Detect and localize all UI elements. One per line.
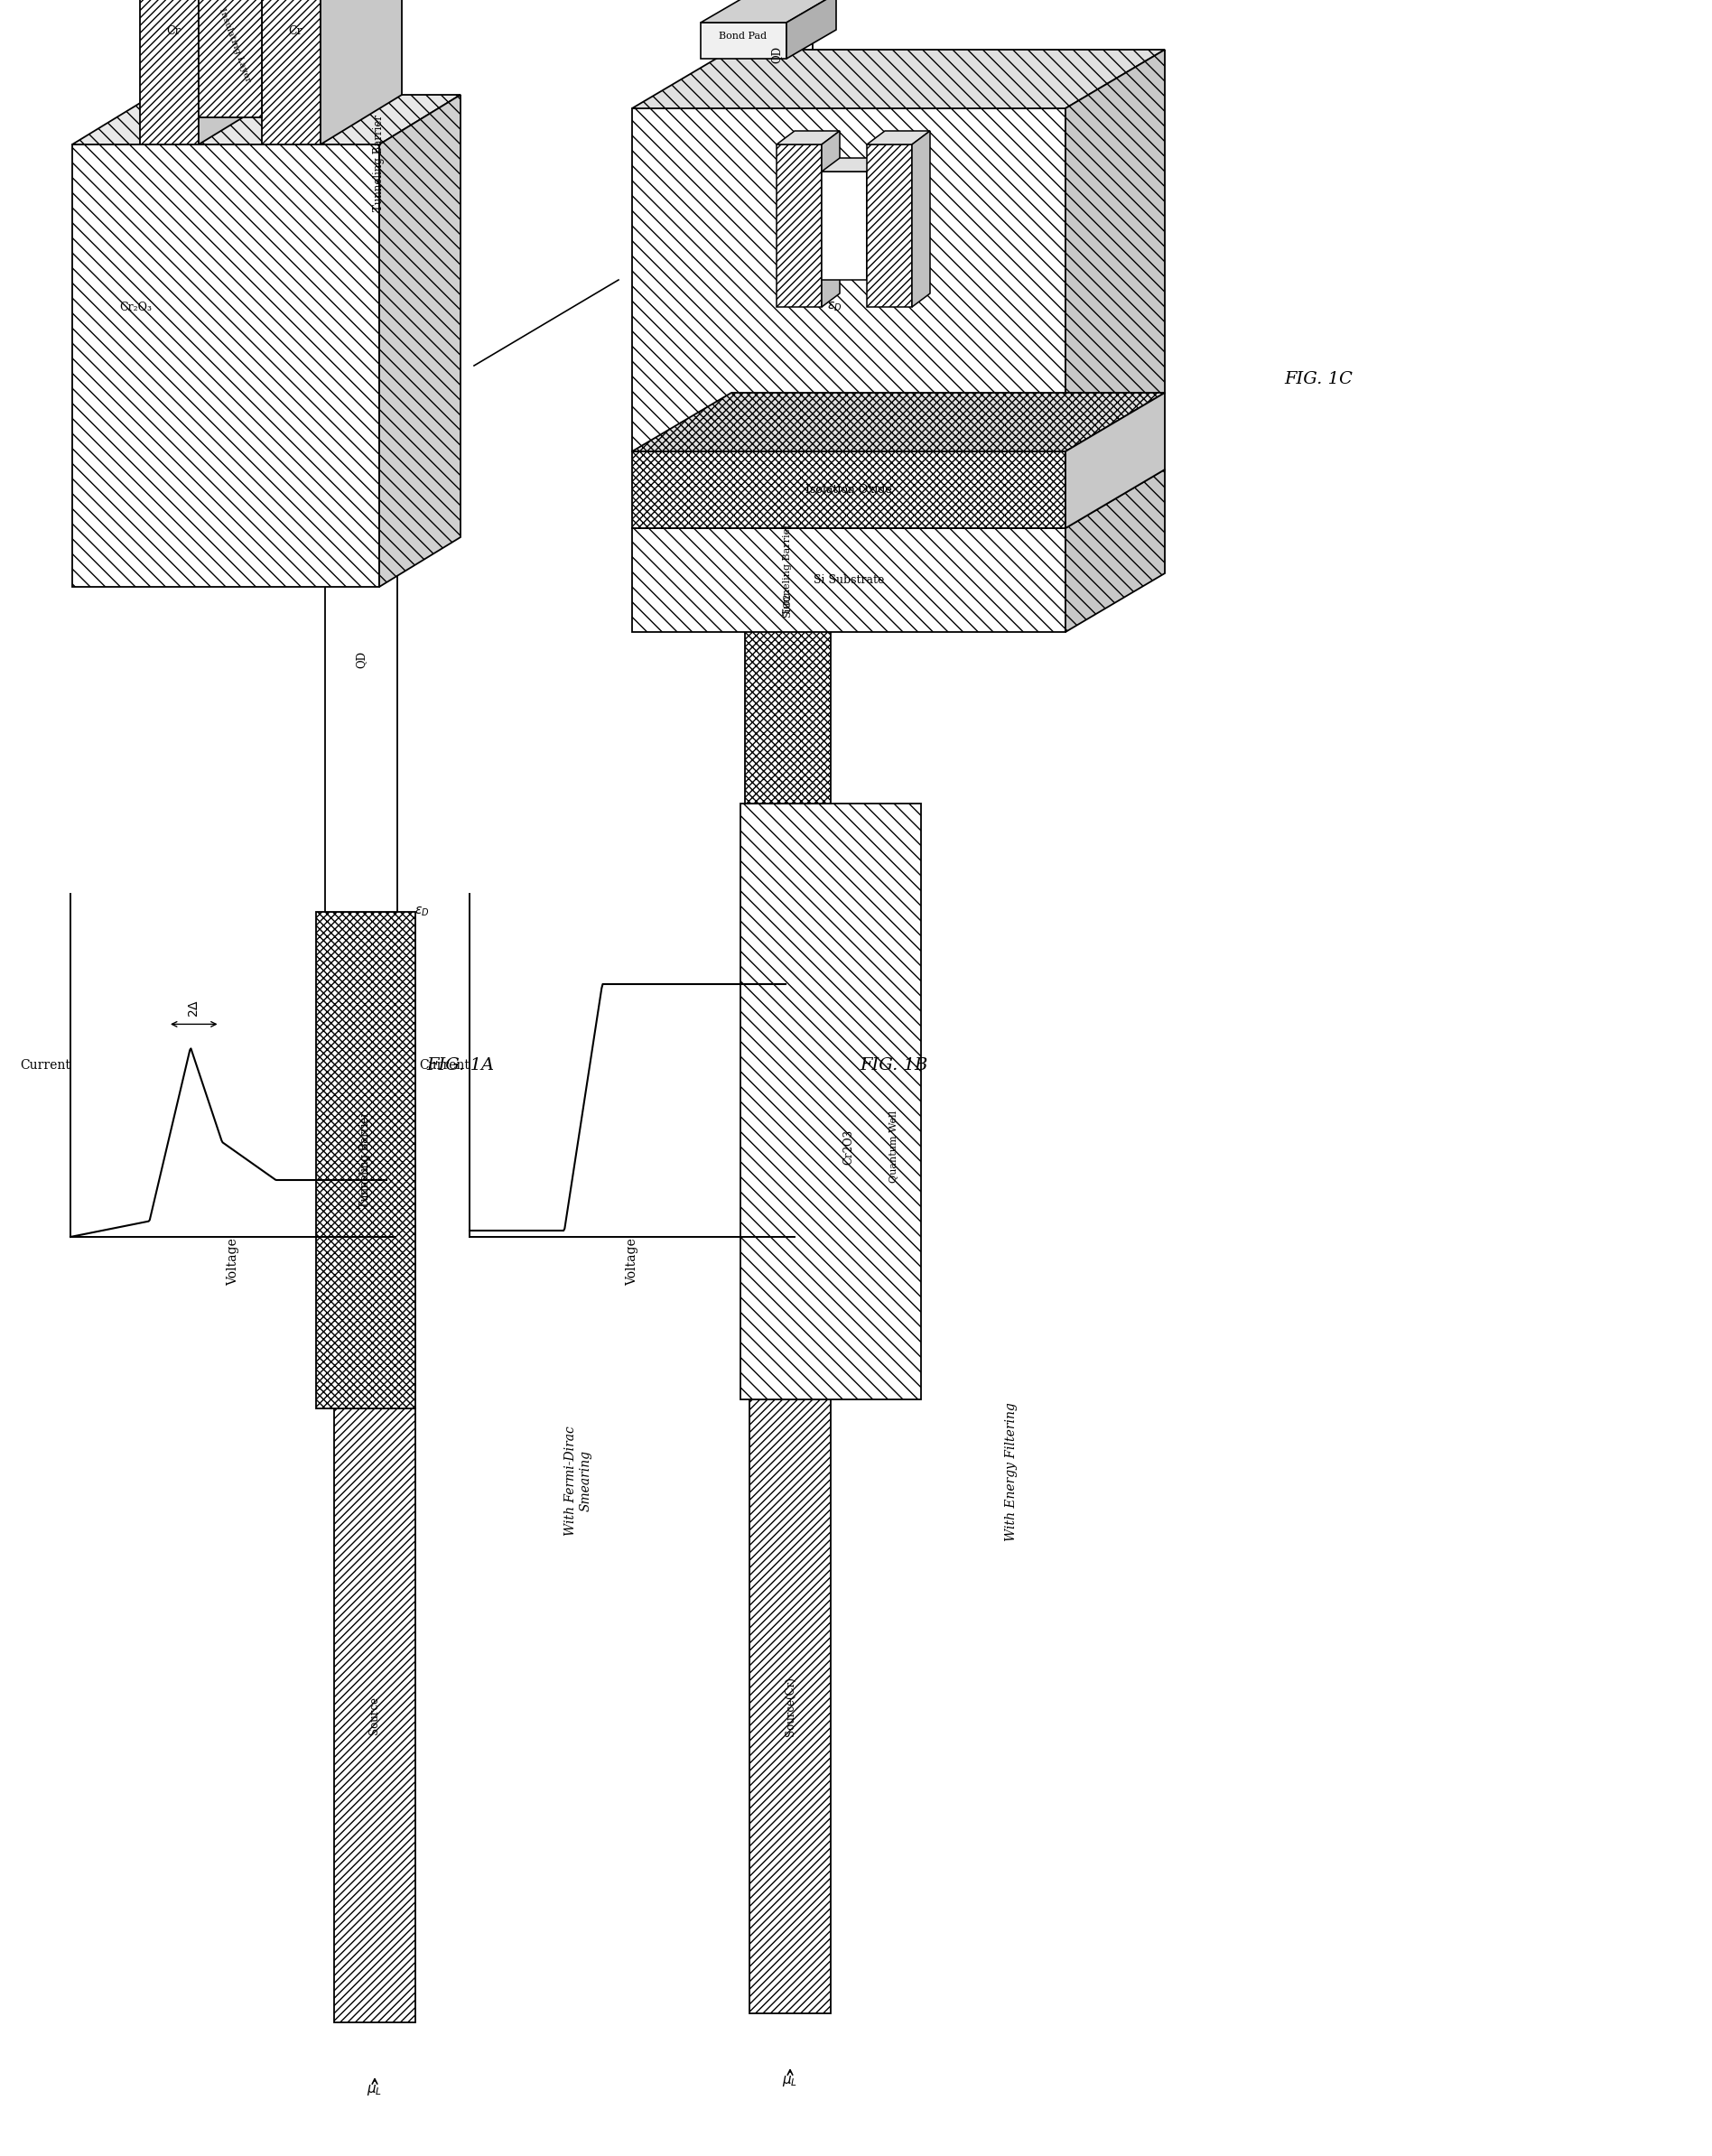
Bar	[325, 405, 397, 912]
Polygon shape	[866, 132, 930, 144]
Text: Isolation Oxide: Isolation Oxide	[806, 483, 892, 496]
Bar	[822, 172, 866, 280]
Polygon shape	[866, 157, 885, 280]
Text: Voltage: Voltage	[627, 1238, 639, 1285]
Polygon shape	[1065, 50, 1164, 451]
Polygon shape	[632, 392, 1164, 451]
Bar	[317, 912, 416, 1408]
Bar	[140, 0, 199, 144]
Text: Tunneling Barrier: Tunneling Barrier	[782, 524, 793, 614]
Text: Tunneling Barrier: Tunneling Barrier	[360, 1112, 372, 1210]
Bar	[72, 144, 380, 586]
Text: Current: Current	[419, 1059, 469, 1072]
Text: SiO2: SiO2	[782, 593, 793, 617]
Text: QD: QD	[356, 651, 366, 668]
Text: Source: Source	[368, 1697, 380, 1733]
Text: Tunneling Barrier: Tunneling Barrier	[373, 114, 385, 211]
Text: Current: Current	[21, 1059, 70, 1072]
Bar	[262, 0, 320, 144]
Bar	[632, 108, 1065, 451]
Text: Cr2O3: Cr2O3	[842, 1130, 854, 1164]
Bar	[632, 528, 1065, 632]
Text: $2\Delta$: $2\Delta$	[188, 998, 200, 1018]
Text: Si Substrate: Si Substrate	[813, 576, 883, 586]
Polygon shape	[786, 0, 835, 58]
Text: FIG. 1A: FIG. 1A	[426, 1056, 495, 1074]
Polygon shape	[632, 470, 1164, 528]
Polygon shape	[380, 95, 461, 586]
Polygon shape	[912, 132, 930, 306]
Text: With Energy Filtering: With Energy Filtering	[1005, 1401, 1017, 1542]
Polygon shape	[632, 50, 1164, 108]
Text: $\varepsilon_D$: $\varepsilon_D$	[414, 906, 430, 918]
Text: Source(Cr): Source(Cr)	[784, 1677, 796, 1736]
Text: Quantum Well: Quantum Well	[890, 1110, 899, 1184]
Polygon shape	[777, 132, 841, 144]
Polygon shape	[822, 157, 885, 172]
Bar	[334, 1408, 416, 2022]
Polygon shape	[1065, 470, 1164, 632]
Bar	[325, 0, 397, 405]
Bar	[866, 144, 912, 306]
Bar	[740, 0, 813, 306]
Bar	[745, 306, 830, 804]
Text: FIG. 1B: FIG. 1B	[859, 1056, 928, 1074]
Bar	[740, 804, 921, 1399]
Polygon shape	[822, 132, 841, 306]
Text: Cr: Cr	[166, 26, 180, 37]
Text: Insulating Layer: Insulating Layer	[217, 6, 252, 84]
Bar	[750, 1399, 830, 2014]
Text: Cr: Cr	[288, 26, 303, 37]
Bar	[700, 22, 786, 58]
Polygon shape	[1065, 392, 1164, 528]
Text: $\mu_L$: $\mu_L$	[782, 2074, 798, 2089]
Text: Cr₂O₃: Cr₂O₃	[120, 302, 152, 313]
Bar	[777, 144, 822, 306]
Text: $\varepsilon_D$: $\varepsilon_D$	[827, 300, 842, 313]
Text: QD: QD	[770, 45, 782, 63]
Polygon shape	[320, 0, 402, 144]
Bar	[199, 0, 262, 116]
Text: Voltage: Voltage	[226, 1238, 240, 1285]
Polygon shape	[72, 95, 461, 144]
Bar	[632, 451, 1065, 528]
Polygon shape	[199, 0, 281, 144]
Text: Bond Pad: Bond Pad	[719, 32, 767, 41]
Text: With Fermi-Dirac
Smearing: With Fermi-Dirac Smearing	[565, 1425, 592, 1535]
Text: FIG. 1C: FIG. 1C	[1284, 371, 1352, 388]
Polygon shape	[700, 0, 835, 22]
Text: $\mu_L$: $\mu_L$	[366, 2083, 382, 2098]
